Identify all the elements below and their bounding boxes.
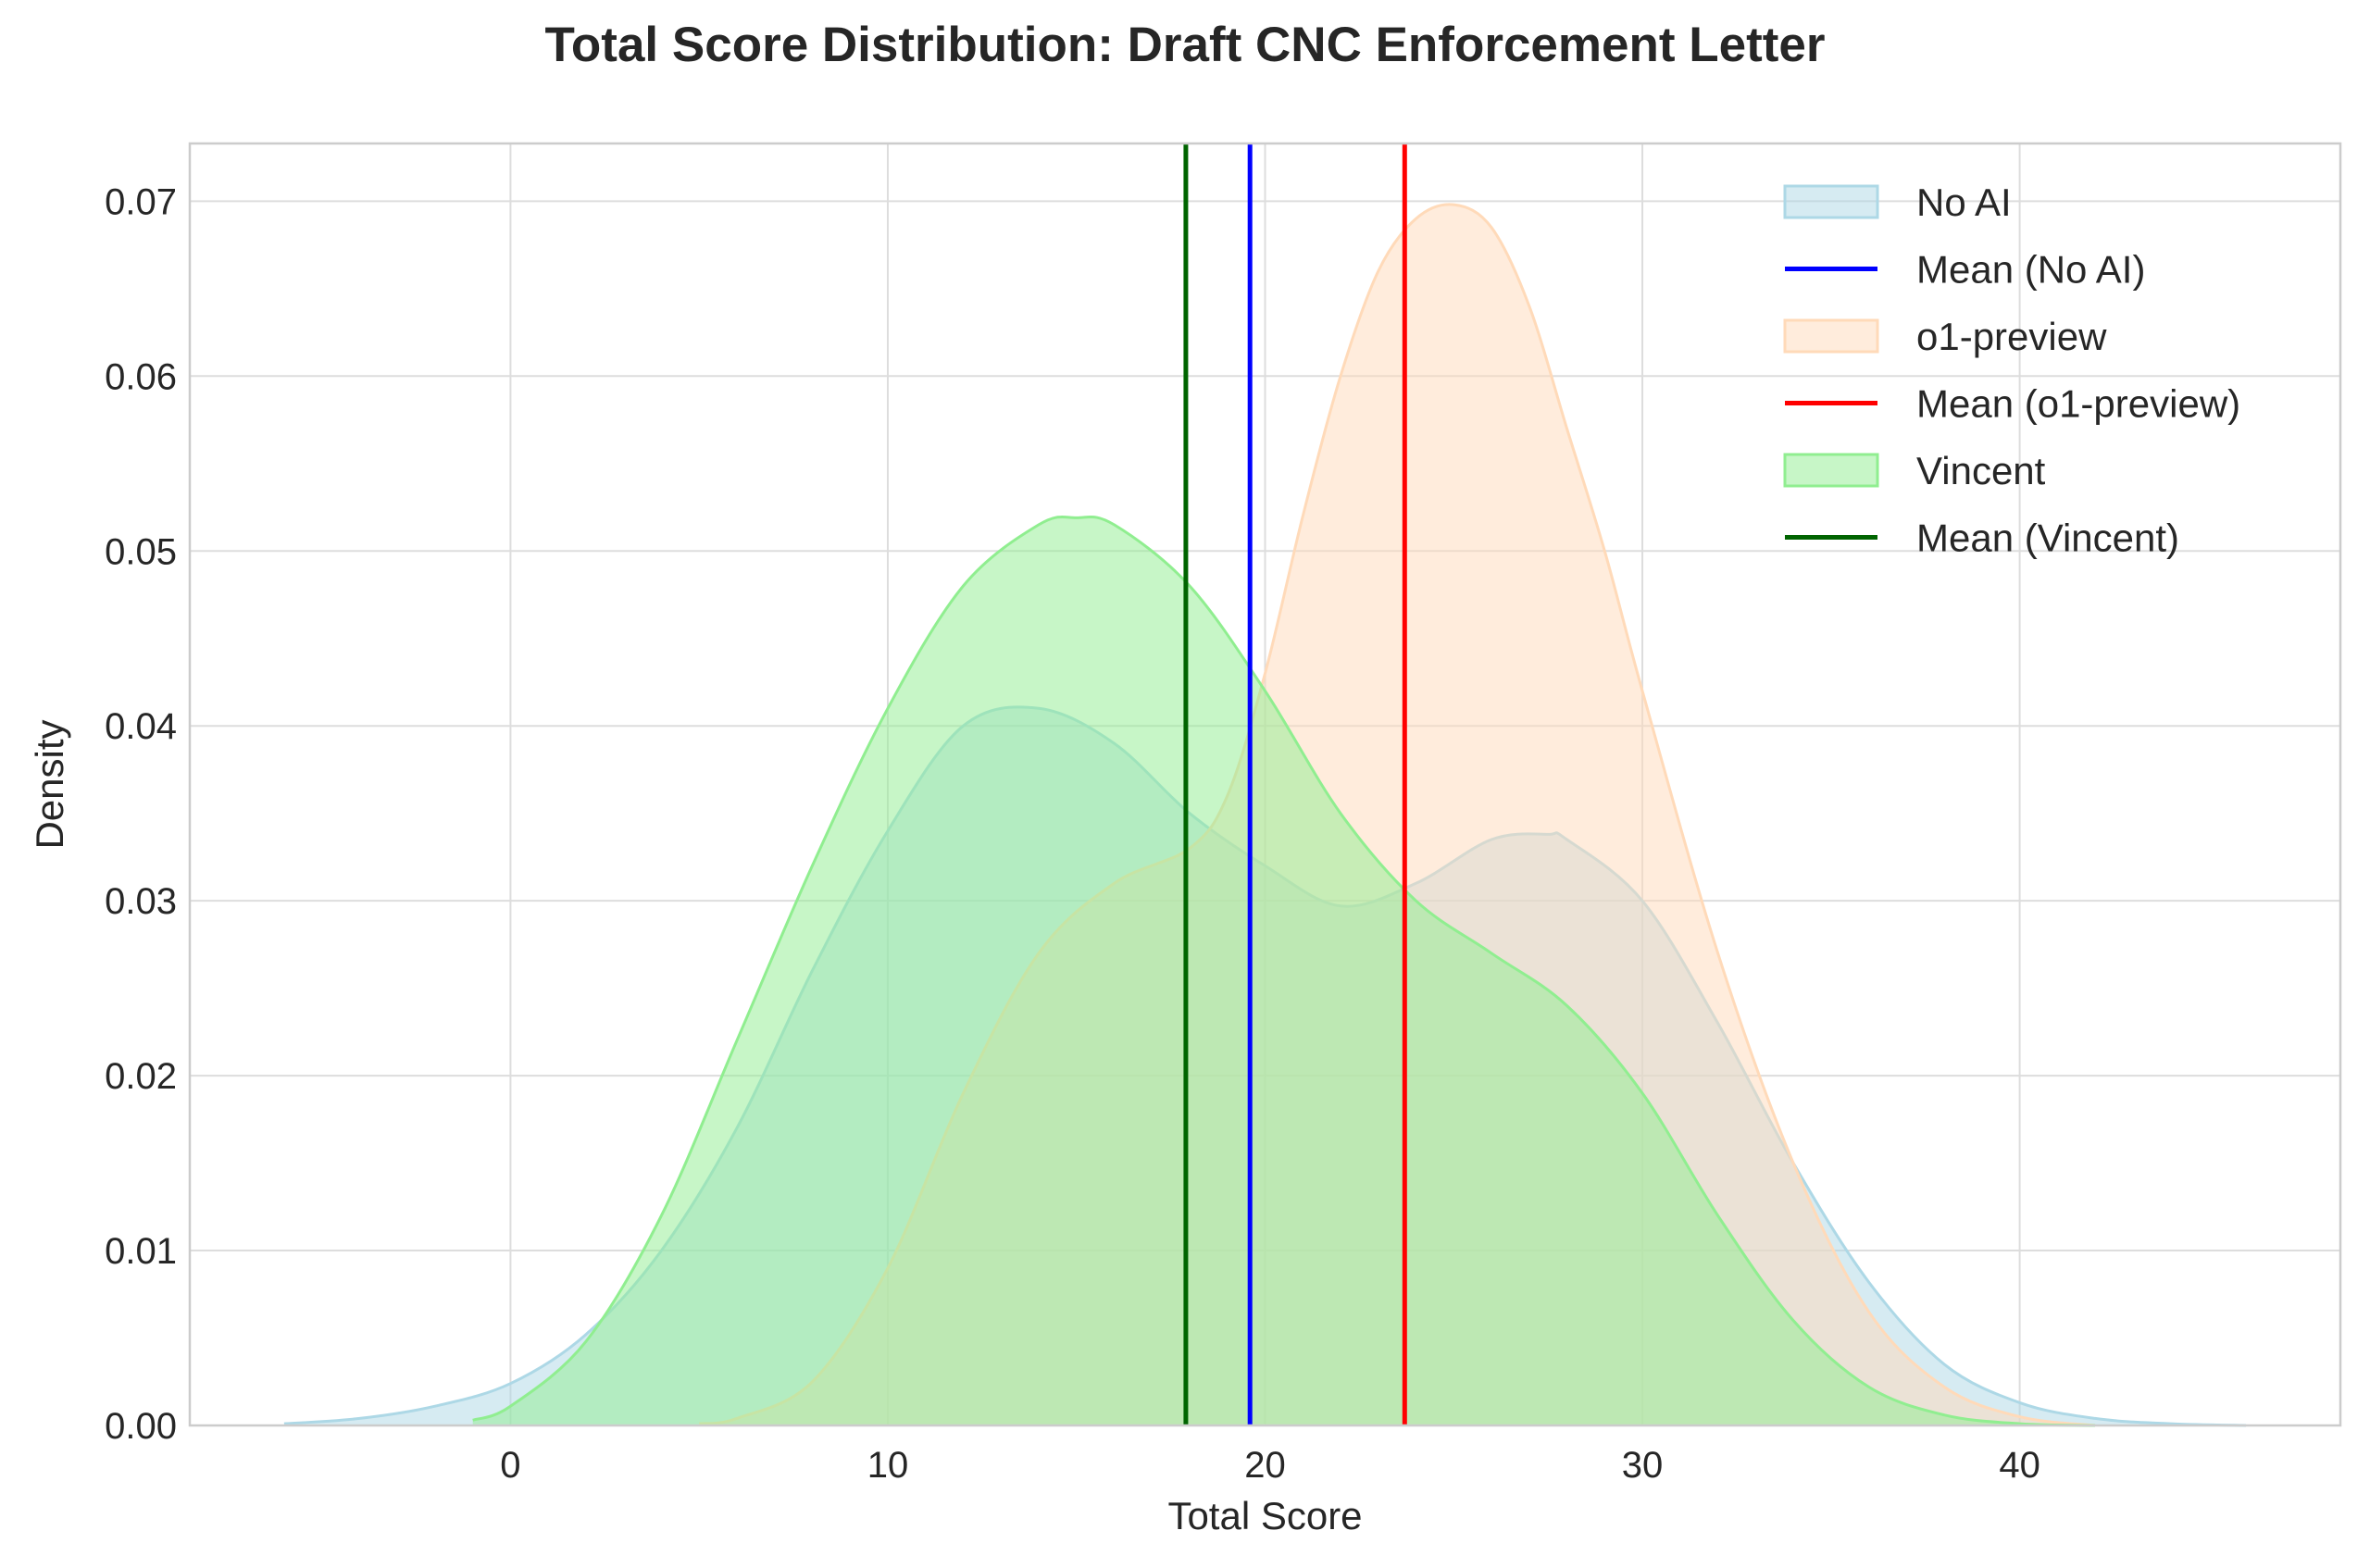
y-tick-label: 0.02 xyxy=(105,1056,177,1097)
x-tick-label: 30 xyxy=(1622,1445,1664,1486)
x-tick-label: 10 xyxy=(867,1445,909,1486)
y-tick-label: 0.06 xyxy=(105,356,177,397)
x-tick-label: 40 xyxy=(1999,1445,2040,1486)
y-tick-label: 0.03 xyxy=(105,881,177,922)
density-curve xyxy=(472,516,2096,1427)
x-tick-label: 20 xyxy=(1244,1445,1286,1486)
legend-swatch xyxy=(1783,184,1879,219)
chart-title: Total Score Distribution: Draft CNC Enfo… xyxy=(544,18,1826,72)
y-tick-label: 0.01 xyxy=(105,1231,177,1272)
legend-label: Mean (Vincent) xyxy=(1916,516,2179,560)
tick-labels: 0 10 20 30 40 0.00 0.01 0.02 0.03 0.04 0.05 0.06 0.0… xyxy=(105,181,2040,1486)
mean-lines xyxy=(1183,143,1407,1425)
legend-item: Vincent xyxy=(1783,449,2046,492)
y-tick-label: 0.07 xyxy=(105,181,177,222)
legend-item: No AI xyxy=(1783,180,2012,224)
y-tick-label: 0.00 xyxy=(105,1406,177,1447)
legend-label: o1-preview xyxy=(1916,315,2107,358)
density-series xyxy=(472,516,2096,1427)
legend-label: Vincent xyxy=(1916,449,2046,492)
density-area xyxy=(472,516,2096,1425)
legend-swatch xyxy=(1783,318,1879,354)
x-tick-label: 0 xyxy=(500,1445,520,1486)
legend-label: No AI xyxy=(1916,180,2012,224)
legend: No AI Mean (No AI) o1-preview Mean (o1-prev… xyxy=(1783,180,2240,560)
y-axis-label: Density xyxy=(28,719,71,849)
plot-frame xyxy=(188,142,2342,1427)
legend-item: Mean (Vincent) xyxy=(1785,516,2179,560)
y-tick-label: 0.04 xyxy=(105,706,177,747)
legend-label: Mean (No AI) xyxy=(1916,248,2145,292)
legend-item: o1-preview xyxy=(1783,315,2107,358)
x-axis-label: Total Score xyxy=(1167,1494,1362,1537)
legend-item: Mean (o1-preview) xyxy=(1785,382,2240,426)
density-areas xyxy=(283,203,2247,1427)
legend-label: Mean (o1-preview) xyxy=(1916,382,2240,426)
legend-swatch xyxy=(1783,453,1879,488)
legend-item: Mean (No AI) xyxy=(1785,248,2145,292)
y-tick-label: 0.05 xyxy=(105,531,177,572)
